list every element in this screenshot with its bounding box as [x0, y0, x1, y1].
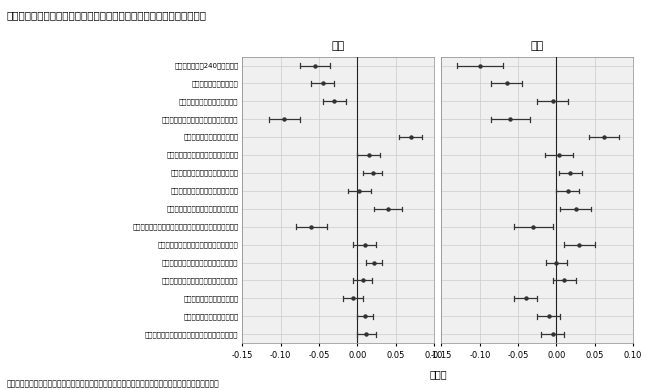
Text: 社員数が恒常的に不足している: 社員数が恒常的に不足している: [179, 98, 238, 105]
Text: 長時間労働（月240時間以上）: 長時間労働（月240時間以上）: [174, 62, 238, 69]
Text: 一人ひとりが独立して行う仕事が多い: 一人ひとりが独立して行う仕事が多い: [166, 152, 238, 158]
Text: 自分の生活の必要にあわせて仕事を調整しやすい: 自分の生活の必要にあわせて仕事を調整しやすい: [145, 331, 238, 338]
Text: お互い連携しながら行う仕事が多い: お互い連携しながら行う仕事が多い: [171, 170, 238, 176]
Text: いつも締め切り〔納期〕に追われている: いつも締め切り〔納期〕に追われている: [162, 116, 238, 122]
Text: 将来の仕事について相談できる機会がある: 将来の仕事について相談できる機会がある: [158, 241, 238, 248]
Text: 男性: 男性: [331, 41, 345, 51]
Text: 職場の仕事のやり方を自分で決められる: 職場の仕事のやり方を自分で決められる: [162, 277, 238, 284]
Text: 推定値: 推定値: [429, 369, 447, 379]
Text: 先輩が後輩を指導する雰囲気がある: 先輩が後輩を指導する雰囲気がある: [171, 188, 238, 194]
Text: 職業能力を高める機会がある: 職業能力を高める機会がある: [183, 313, 238, 320]
Text: ほぼ毎日残業をしている: ほぼ毎日残業をしている: [192, 80, 238, 87]
Text: 女性: 女性: [530, 41, 544, 51]
Text: 教育訓練を受ける機会がある: 教育訓練を受ける機会がある: [183, 295, 238, 302]
Text: 注：固定効果回帰分析による推定。主観的健康、個人年収、典型雇用か否か、調査時点の影響を統制。: 注：固定効果回帰分析による推定。主観的健康、個人年収、典型雇用か否か、調査時点の…: [6, 379, 219, 388]
Text: 互いに助け合う雰囲気がある: 互いに助け合う雰囲気がある: [183, 134, 238, 140]
Text: 自分の仕事のペースを自分で決められる: 自分の仕事のペースを自分で決められる: [162, 259, 238, 266]
Text: 若手社員の仕事や生活についての相談相手を決めている: 若手社員の仕事や生活についての相談相手を決めている: [132, 223, 238, 230]
Text: 社員の希望で異動できる仕組みがある: 社員の希望で異動できる仕組みがある: [166, 206, 238, 212]
Text: 図４　職場環境・仕事環境・長時間労働がメンタルヘルスに与える影響: 図４ 職場環境・仕事環境・長時間労働がメンタルヘルスに与える影響: [6, 10, 207, 20]
